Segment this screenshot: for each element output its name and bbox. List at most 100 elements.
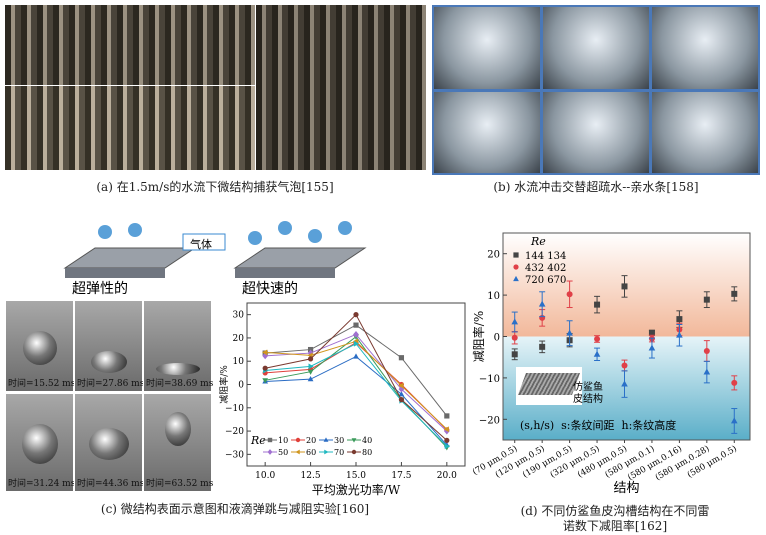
photo-bubbles-side [256, 5, 426, 170]
x-axis-label: 平均激光功率/W [312, 482, 401, 497]
data-point [566, 291, 573, 298]
data-point [621, 380, 628, 387]
data-point [731, 290, 738, 297]
data-point [353, 312, 359, 318]
gas-label: 气体 [190, 238, 212, 251]
series-line [265, 355, 448, 446]
y-axis-label: 减阻率/% [471, 311, 486, 362]
droplet-photo-3: 时间=38.69 ms [143, 300, 213, 392]
data-point [443, 427, 450, 435]
data-point [538, 300, 546, 307]
data-point [648, 329, 655, 336]
data-point [353, 322, 359, 328]
inset-structure [516, 367, 582, 405]
y-tick-label: −10 [225, 404, 244, 414]
ultrafast-label: 超快速的 [242, 281, 298, 297]
data-point [443, 426, 449, 433]
legend-title: Re [530, 235, 546, 248]
photo-bubbles-closeup [5, 86, 255, 170]
structure-note: (s,h/s) s:条纹间距 h:条纹高度 [520, 419, 677, 432]
data-point [307, 346, 314, 353]
x-tick-label: 17.5 [391, 471, 411, 481]
legend-label: 80 [362, 448, 372, 457]
data-point [353, 340, 360, 347]
line-chart: −30 −20 −10 0 10 20 30 10.0 12.5 15.0 17.5 20.0 平均激光… [218, 302, 466, 497]
photo-bubbles-large [5, 5, 255, 85]
series-line [265, 336, 448, 448]
y-tick-label: 30 [233, 311, 245, 321]
x-axis-label: 结构 [613, 481, 639, 496]
caption-a: (a) 在1.5m/s的水流下微结构捕获气泡[155] [96, 180, 334, 194]
data-point [511, 318, 519, 325]
y-tick-label: 20 [487, 250, 500, 261]
legend-label: 60 [306, 448, 316, 457]
y-tick-label: 0 [238, 381, 244, 391]
data-point [593, 350, 601, 357]
data-point [513, 264, 519, 270]
caption-d-line2: 诺数下减阻率[162] [562, 519, 668, 533]
photo-frame [434, 91, 540, 173]
data-point [323, 437, 329, 442]
data-point [324, 449, 329, 455]
y-tick-label: −20 [479, 415, 500, 426]
y-axis-label: 减阻率/% [218, 365, 230, 404]
y-tick-label: 10 [487, 291, 500, 302]
data-point [307, 376, 314, 382]
droplet-photo-4: 时间=31.24 ms [5, 393, 75, 492]
data-point [513, 252, 519, 258]
legend-label: 10 [278, 436, 288, 445]
y-tick-label: 0 [494, 333, 500, 344]
droplet-photo-2: 时间=27.86 ms [74, 300, 144, 392]
photo-frame [543, 7, 649, 89]
data-point [676, 331, 683, 338]
photo-frame [652, 7, 758, 89]
data-point [351, 449, 357, 455]
x-tick-label: 10.0 [255, 471, 275, 481]
caption-c: (c) 微结构表面示意图和液滴弹跳与减阻实验[160] [100, 502, 370, 516]
legend-label: 50 [278, 448, 288, 457]
data-point [353, 353, 359, 359]
data-point [731, 379, 738, 386]
data-point [262, 365, 268, 371]
data-point [262, 349, 268, 356]
data-point [295, 437, 301, 443]
droplet-photo-1: 时间=15.52 ms [5, 300, 75, 392]
legend-label: 40 [362, 436, 372, 445]
data-point [594, 301, 601, 308]
data-point [353, 331, 359, 338]
data-point [703, 368, 711, 375]
legend-label: 30 [334, 436, 344, 445]
data-point [566, 329, 573, 336]
data-point [621, 283, 628, 290]
caption-d-line1: (d) 不同仿鲨鱼皮沟槽结构在不同雷 [520, 504, 710, 518]
legend-label: 432 402 [525, 263, 566, 274]
superelastic-label: 超弹性的 [72, 281, 128, 297]
y-tick-label: 10 [233, 357, 245, 367]
data-point [676, 316, 683, 323]
data-point [398, 391, 405, 397]
data-point [398, 382, 404, 389]
data-point [444, 443, 450, 450]
droplet-photo-6: 时间=63.52 ms [143, 393, 213, 492]
series-line [265, 343, 448, 447]
photo-frame [543, 91, 649, 173]
data-point [513, 275, 519, 282]
photo-frame [652, 91, 758, 173]
photo-frame [434, 7, 540, 89]
data-point [621, 362, 628, 369]
data-point [351, 438, 357, 443]
data-point [295, 449, 300, 455]
y-tick-label: −10 [479, 374, 500, 385]
data-point [308, 363, 314, 370]
data-point [648, 344, 656, 351]
data-point [444, 413, 450, 419]
inset-label: 仿鲨鱼 皮结构 [573, 382, 603, 405]
data-point [307, 369, 314, 375]
data-point [398, 355, 405, 361]
data-point [703, 296, 710, 303]
data-point [398, 397, 405, 403]
legend-label: 720 670 [525, 275, 566, 286]
data-point [511, 334, 518, 341]
data-point [511, 351, 518, 358]
